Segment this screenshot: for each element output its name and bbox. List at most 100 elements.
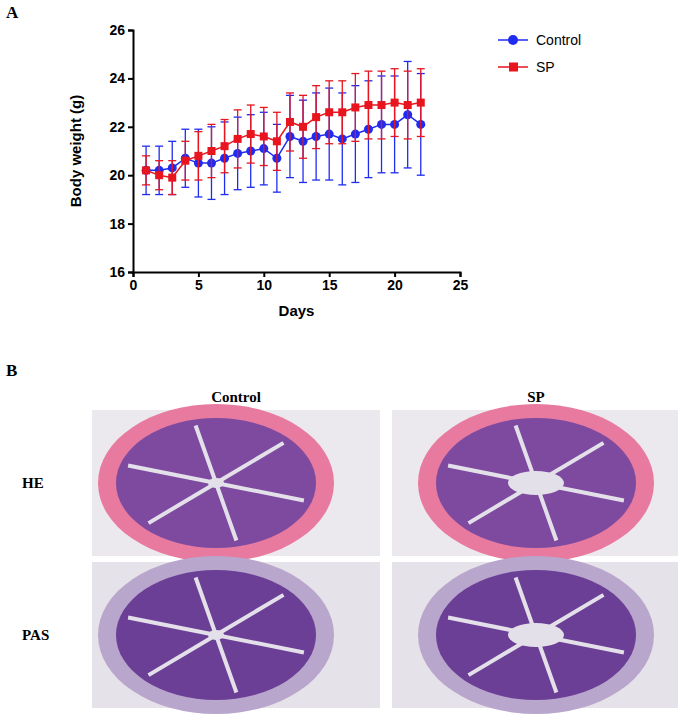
y-tick-mark [128, 126, 133, 128]
error-cap [338, 80, 346, 81]
muscle-layer [418, 556, 654, 714]
error-cap [404, 70, 412, 71]
marker [378, 101, 386, 109]
error-cap [260, 184, 268, 185]
y-tick-mark [128, 223, 133, 225]
y-tick: 24 [109, 70, 133, 86]
lumen [508, 471, 564, 495]
x-tick: 20 [387, 272, 403, 293]
y-tick-label: 16 [109, 264, 125, 280]
error-bar [198, 129, 199, 197]
x-tick-label: 20 [387, 277, 403, 293]
y-tick-label: 22 [109, 119, 125, 135]
error-cap [325, 179, 333, 180]
error-cap [417, 136, 425, 137]
plot-area [142, 61, 426, 199]
mucosa [116, 570, 316, 700]
lumen [208, 630, 224, 640]
micrograph [392, 404, 678, 562]
marker [404, 101, 412, 109]
error-cap [247, 104, 255, 105]
error-cap [194, 196, 202, 197]
marker [417, 99, 425, 107]
x-axis: 0 5 10 15 20 25 [130, 272, 469, 293]
error-cap [351, 182, 359, 183]
mucosa [436, 570, 636, 700]
x-tick-label: 0 [130, 277, 138, 293]
error-cap [194, 179, 202, 180]
error-cap [404, 138, 412, 139]
x-tick-label: 5 [195, 277, 203, 293]
row-head: PAS [22, 627, 49, 643]
error-cap [299, 182, 307, 183]
error-cap [378, 138, 386, 139]
error-cap [142, 155, 150, 156]
error-cap [194, 131, 202, 132]
marker [247, 130, 255, 138]
x-tick-label: 15 [322, 277, 338, 293]
error-cap [312, 85, 320, 86]
marker [142, 166, 151, 175]
y-tick: 22 [109, 119, 133, 135]
error-cap [142, 194, 150, 195]
error-cap [221, 119, 229, 120]
error-cap [286, 92, 294, 93]
error-cap [168, 194, 176, 195]
legend-label: SP [536, 59, 555, 75]
error-cap [234, 109, 242, 110]
error-cap [155, 194, 163, 195]
legend: Control SP [498, 32, 581, 75]
y-tick: 26 [109, 22, 133, 38]
x-tick: 10 [257, 272, 273, 293]
error-cap [181, 187, 189, 188]
marker [312, 113, 320, 121]
marker [194, 152, 202, 160]
error-bar [159, 146, 160, 194]
x-tick: 15 [322, 272, 338, 293]
y-tick-mark [128, 175, 133, 177]
error-cap [181, 129, 189, 130]
legend-symbol [508, 35, 518, 45]
error-cap [234, 167, 242, 168]
marker [234, 135, 242, 143]
marker [207, 147, 215, 155]
x-tick-label: 10 [257, 277, 273, 293]
marker [299, 123, 307, 131]
error-cap [364, 138, 372, 139]
x-tick-label: 25 [453, 277, 469, 293]
fold [196, 577, 216, 635]
error-cap [155, 160, 163, 161]
mucosa [116, 418, 316, 548]
fold [196, 425, 216, 483]
x-axis-line [134, 273, 461, 278]
error-cap [417, 68, 425, 69]
fold [216, 595, 283, 635]
error-cap [273, 191, 281, 192]
error-cap [155, 189, 163, 190]
error-cap [234, 189, 242, 190]
marker [168, 174, 176, 182]
y-tick-label: 18 [109, 216, 125, 232]
marker [364, 101, 372, 109]
error-cap [391, 136, 399, 137]
error-bar [407, 61, 408, 167]
error-cap [351, 73, 359, 74]
legend-symbol [509, 63, 518, 72]
marker [273, 137, 281, 145]
muscle-layer [418, 404, 654, 562]
error-cap [168, 194, 176, 195]
legend-label: Control [536, 32, 581, 48]
fold [216, 483, 304, 500]
error-cap [325, 80, 333, 81]
y-tick-mark [128, 272, 133, 274]
error-cap [391, 172, 399, 173]
error-cap [181, 179, 189, 180]
micrograph [392, 556, 678, 714]
x-tick: 5 [195, 272, 203, 293]
error-cap [286, 150, 294, 151]
x-axis-title: Days [279, 302, 315, 319]
error-cap [378, 70, 386, 71]
error-cap [312, 179, 320, 180]
mucosa [436, 418, 636, 548]
error-cap [221, 194, 229, 195]
